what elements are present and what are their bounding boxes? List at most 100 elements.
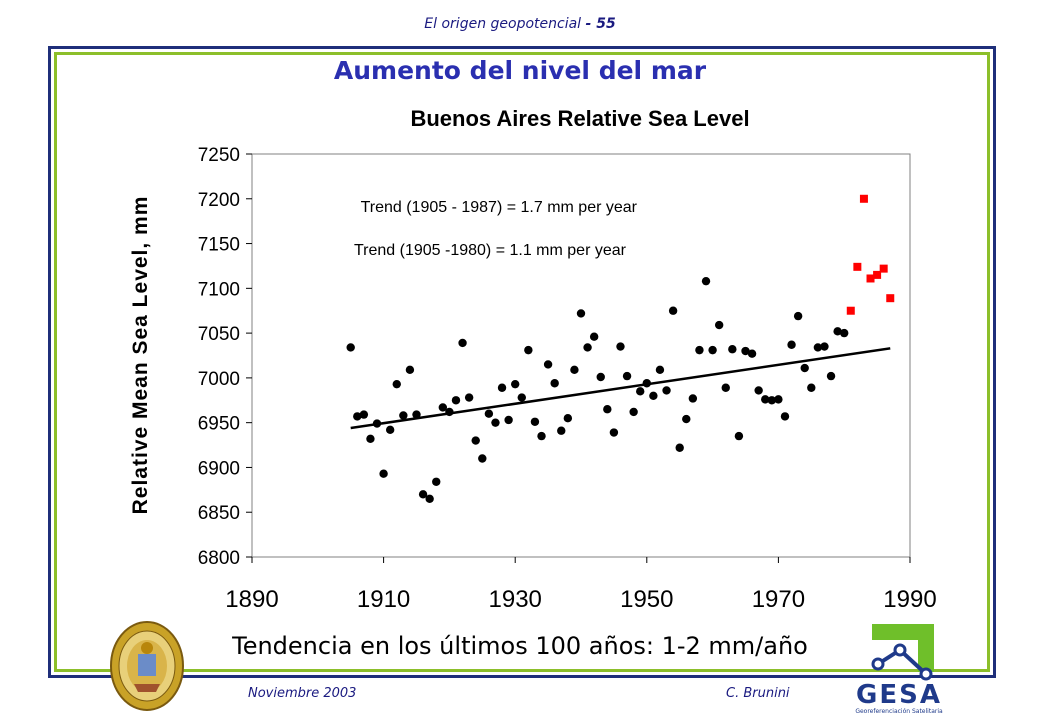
y-tick-label: 7250 [198,145,240,166]
y-axis: 6800 6850 6900 6950 7000 7050 7100 7150 7200 7250 [198,145,252,569]
data-point-circle [682,414,691,424]
data-point-circle [524,345,533,355]
data-point-circle [793,311,803,321]
data-point-circle [642,379,651,388]
plot-border [251,153,911,558]
data-point-circle [570,365,579,375]
data-point-circle [497,383,507,392]
data-point-circle [550,379,559,388]
x-tick-label: 1930 [489,586,542,613]
y-tick-label: 7100 [198,279,240,300]
data-point-square [873,270,882,279]
data-point-square [886,294,895,303]
trend-line-group [350,347,891,430]
data-point-circle [366,434,375,443]
data-point-circle [807,383,816,392]
data-point-circle [372,419,382,428]
y-tick-label: 6850 [198,503,240,524]
data-point-circle [741,346,750,356]
data-point-circle [359,410,369,419]
y-tick-label: 6950 [198,414,240,435]
data-point-circle [767,396,777,405]
data-point-square [879,264,888,273]
data-point-circle [464,393,474,402]
data-point-circle [530,417,540,426]
trend-annotation: Trend (1905 - 1987) = 1.7 mm per year [361,199,638,216]
data-points [346,194,895,503]
data-point-circle [688,394,698,403]
data-point-square [853,262,862,271]
data-point-circle [425,494,434,503]
data-point-square [846,306,855,315]
data-point-circle [583,343,592,352]
data-point-circle [563,413,573,423]
data-point-circle [649,391,658,400]
x-tick-label: 1990 [883,586,936,613]
data-point-circle [379,469,388,478]
data-point-circle [385,425,395,435]
data-point-circle [840,328,849,338]
annotations: Trend (1905 - 1987) = 1.7 mm per year Tre… [354,199,638,259]
data-point-circle [458,338,467,348]
header-page-number: - 55 [585,16,616,32]
data-point-square [866,274,875,283]
trend-line [350,347,891,430]
x-tick-label: 1890 [225,586,278,613]
data-point-circle [675,443,684,452]
y-tick-label: 7150 [198,235,240,256]
data-point-circle [557,426,566,435]
slide-subtitle: Tendencia en los últimos 100 años: 1-2 m… [232,632,808,660]
data-point-circle [511,379,520,389]
data-point-circle [412,410,421,419]
data-point-circle [484,409,494,418]
data-point-circle [662,386,671,395]
data-point-circle [708,345,717,355]
data-point-circle [701,276,711,286]
data-point-circle [353,412,362,421]
data-point-circle [780,412,790,421]
x-tick-label: 1950 [620,586,673,613]
data-point-circle [747,349,757,358]
data-point-circle [576,309,586,318]
data-point-circle [445,407,454,417]
data-point-circle [728,345,737,354]
data-point-circle [721,383,730,392]
data-point-circle [418,490,428,499]
data-point-circle [537,431,546,441]
data-point-circle [800,363,809,373]
chart-title: Buenos Aires Relative Sea Level [410,106,750,131]
data-point-circle [629,407,638,417]
university-seal-logo [110,621,184,711]
data-point-circle [517,393,526,402]
data-point-circle [668,306,678,315]
footer-date: Noviembre 2003 [248,686,357,701]
data-point-circle [826,371,836,381]
header-title: El origen geopotencial - 55 [0,16,1040,32]
y-tick-label: 7000 [198,369,240,390]
slide-frame-inner [54,52,990,672]
data-point-circle [833,327,842,336]
data-point-circle [820,342,829,351]
x-axis: 1890 1910 1930 1950 1970 1990 [225,557,937,613]
plot-area [251,153,911,558]
y-tick-label: 7200 [198,190,240,211]
data-point-circle [596,372,605,382]
gesa-logo: GESA Georeferenciación Satelitaria [834,620,964,716]
data-point-circle [392,379,401,389]
data-point-circle [589,332,599,341]
data-point-square [859,194,868,203]
gesa-tagline: Georeferenciación Satelitaria [855,708,943,715]
header-title-text: El origen geopotencial [424,16,582,32]
data-point-circle [609,428,619,437]
data-point-circle [451,396,461,405]
data-point-circle [543,360,553,369]
data-point-circle [504,415,513,425]
data-point-circle [734,431,744,441]
trend-annotation: Trend (1905 -1980) = 1.1 mm per year [354,242,627,259]
data-point-circle [346,343,355,352]
slide-title: Aumento del nivel del mar [333,56,707,85]
data-point-circle [603,405,612,414]
data-point-circle [774,395,783,404]
data-point-circle [399,411,408,420]
data-point-circle [491,418,500,427]
